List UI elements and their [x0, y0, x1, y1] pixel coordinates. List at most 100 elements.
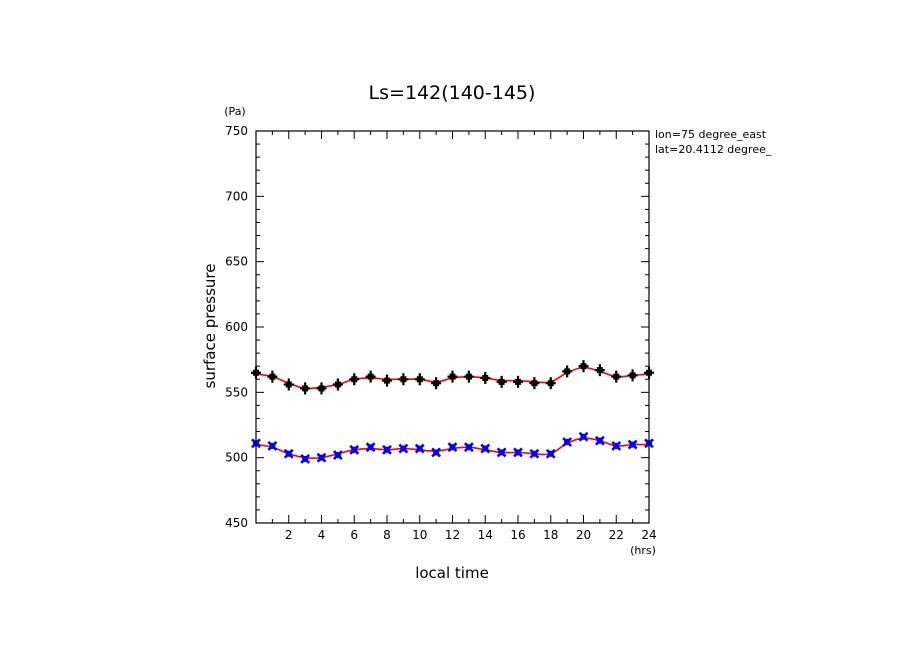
- series-0-point: [463, 370, 474, 383]
- series-1-point: [496, 447, 507, 458]
- marker-core: [433, 380, 440, 387]
- series-0-point: [414, 373, 425, 386]
- x-tick-label: 16: [510, 528, 525, 542]
- x-tick-label: 14: [478, 528, 493, 542]
- series-1-point: [267, 440, 278, 451]
- marker-core: [302, 385, 309, 392]
- series-1-point: [332, 450, 343, 460]
- series-1-point: [529, 448, 540, 459]
- x-tick-label: 22: [609, 528, 624, 542]
- series-0-point: [283, 378, 294, 391]
- series-0-point: [431, 377, 442, 390]
- marker-core: [318, 385, 325, 392]
- marker-core: [318, 454, 325, 461]
- series-0-point: [349, 373, 360, 386]
- series-1-point: [447, 442, 458, 453]
- series-1-point: [316, 452, 327, 463]
- series-0-point: [513, 375, 523, 388]
- series-0-point: [496, 375, 507, 388]
- marker-core: [285, 450, 292, 457]
- series-0-point: [578, 360, 589, 373]
- marker-core: [613, 373, 620, 380]
- marker-core: [449, 373, 456, 380]
- series-0-point: [300, 382, 311, 395]
- axis-ticks: [255, 130, 650, 524]
- y-tick-label: 550: [225, 385, 248, 399]
- series-0-point: [365, 370, 376, 383]
- marker-core: [629, 441, 636, 448]
- series-1-point: [349, 444, 360, 455]
- x-tick-label: 10: [412, 528, 427, 542]
- marker-core: [613, 442, 620, 449]
- marker-core: [515, 378, 521, 385]
- series-1-point: [414, 443, 425, 454]
- marker-core: [367, 373, 374, 380]
- series-1-point: [480, 443, 491, 454]
- marker-core: [580, 433, 587, 440]
- y-tick-label: 700: [225, 189, 248, 203]
- tick-labels: 2 4 6 8 10 12 14 16 18 20 22 2445050055060065070075…: [225, 124, 657, 542]
- marker-core: [351, 376, 358, 383]
- marker-core: [547, 450, 554, 457]
- marker-core: [465, 444, 472, 451]
- series-1-point: [283, 448, 294, 459]
- y-tick-label: 750: [225, 124, 248, 138]
- series-0-point: [529, 377, 540, 390]
- x-tick-label: 2: [285, 528, 293, 542]
- marker-core: [400, 376, 407, 383]
- marker-core: [367, 444, 374, 451]
- series-0-point: [594, 364, 605, 377]
- series-0-point: [382, 374, 392, 387]
- data-markers: [251, 360, 654, 464]
- series-0-point: [562, 365, 573, 378]
- marker-core: [482, 445, 489, 452]
- series-1-point: [431, 447, 442, 458]
- marker-core: [433, 449, 440, 456]
- marker-core: [596, 367, 603, 374]
- marker-core: [416, 445, 423, 452]
- series-0-point: [627, 369, 638, 382]
- marker-core: [531, 380, 538, 387]
- marker-core: [580, 363, 587, 370]
- x-tick-label: 4: [318, 528, 326, 542]
- series-1-point: [365, 442, 376, 453]
- marker-core: [285, 381, 292, 388]
- series-1-point: [300, 454, 311, 464]
- y-unit-label: (Pa): [224, 105, 245, 118]
- y-axis-label: surface pressure: [201, 264, 219, 389]
- series-0-point: [480, 371, 491, 384]
- series-1-point: [594, 435, 605, 446]
- series-0-point: [267, 370, 278, 383]
- marker-core: [449, 444, 456, 451]
- y-tick-label: 500: [225, 451, 248, 465]
- series-0-point: [316, 382, 327, 395]
- x-tick-label: 18: [543, 528, 558, 542]
- marker-core: [629, 372, 636, 379]
- series-1-point: [562, 437, 573, 447]
- marker-core: [384, 446, 390, 453]
- marker-core: [351, 446, 358, 453]
- series-1-point: [545, 448, 556, 459]
- marker-core: [515, 449, 521, 456]
- series-0-point: [398, 373, 409, 386]
- marker-core: [547, 380, 554, 387]
- series-1-point: [398, 443, 409, 454]
- annotation-lat: lat=20.4112 degree_: [655, 143, 772, 156]
- series-0-point: [611, 370, 622, 383]
- x-tick-label: 6: [350, 528, 358, 542]
- series-0-point: [545, 377, 556, 390]
- y-tick-label: 600: [225, 320, 248, 334]
- x-tick-label: 12: [445, 528, 460, 542]
- marker-core: [269, 442, 276, 449]
- marker-core: [384, 377, 390, 384]
- marker-core: [564, 438, 571, 445]
- marker-core: [498, 449, 505, 456]
- series-1-point: [611, 440, 622, 451]
- marker-core: [531, 450, 538, 457]
- x-tick-label: 24: [641, 528, 656, 542]
- series-0-point: [332, 378, 343, 391]
- series-1-point: [382, 444, 392, 455]
- marker-core: [564, 368, 571, 375]
- marker-core: [416, 376, 423, 383]
- marker-core: [334, 452, 341, 459]
